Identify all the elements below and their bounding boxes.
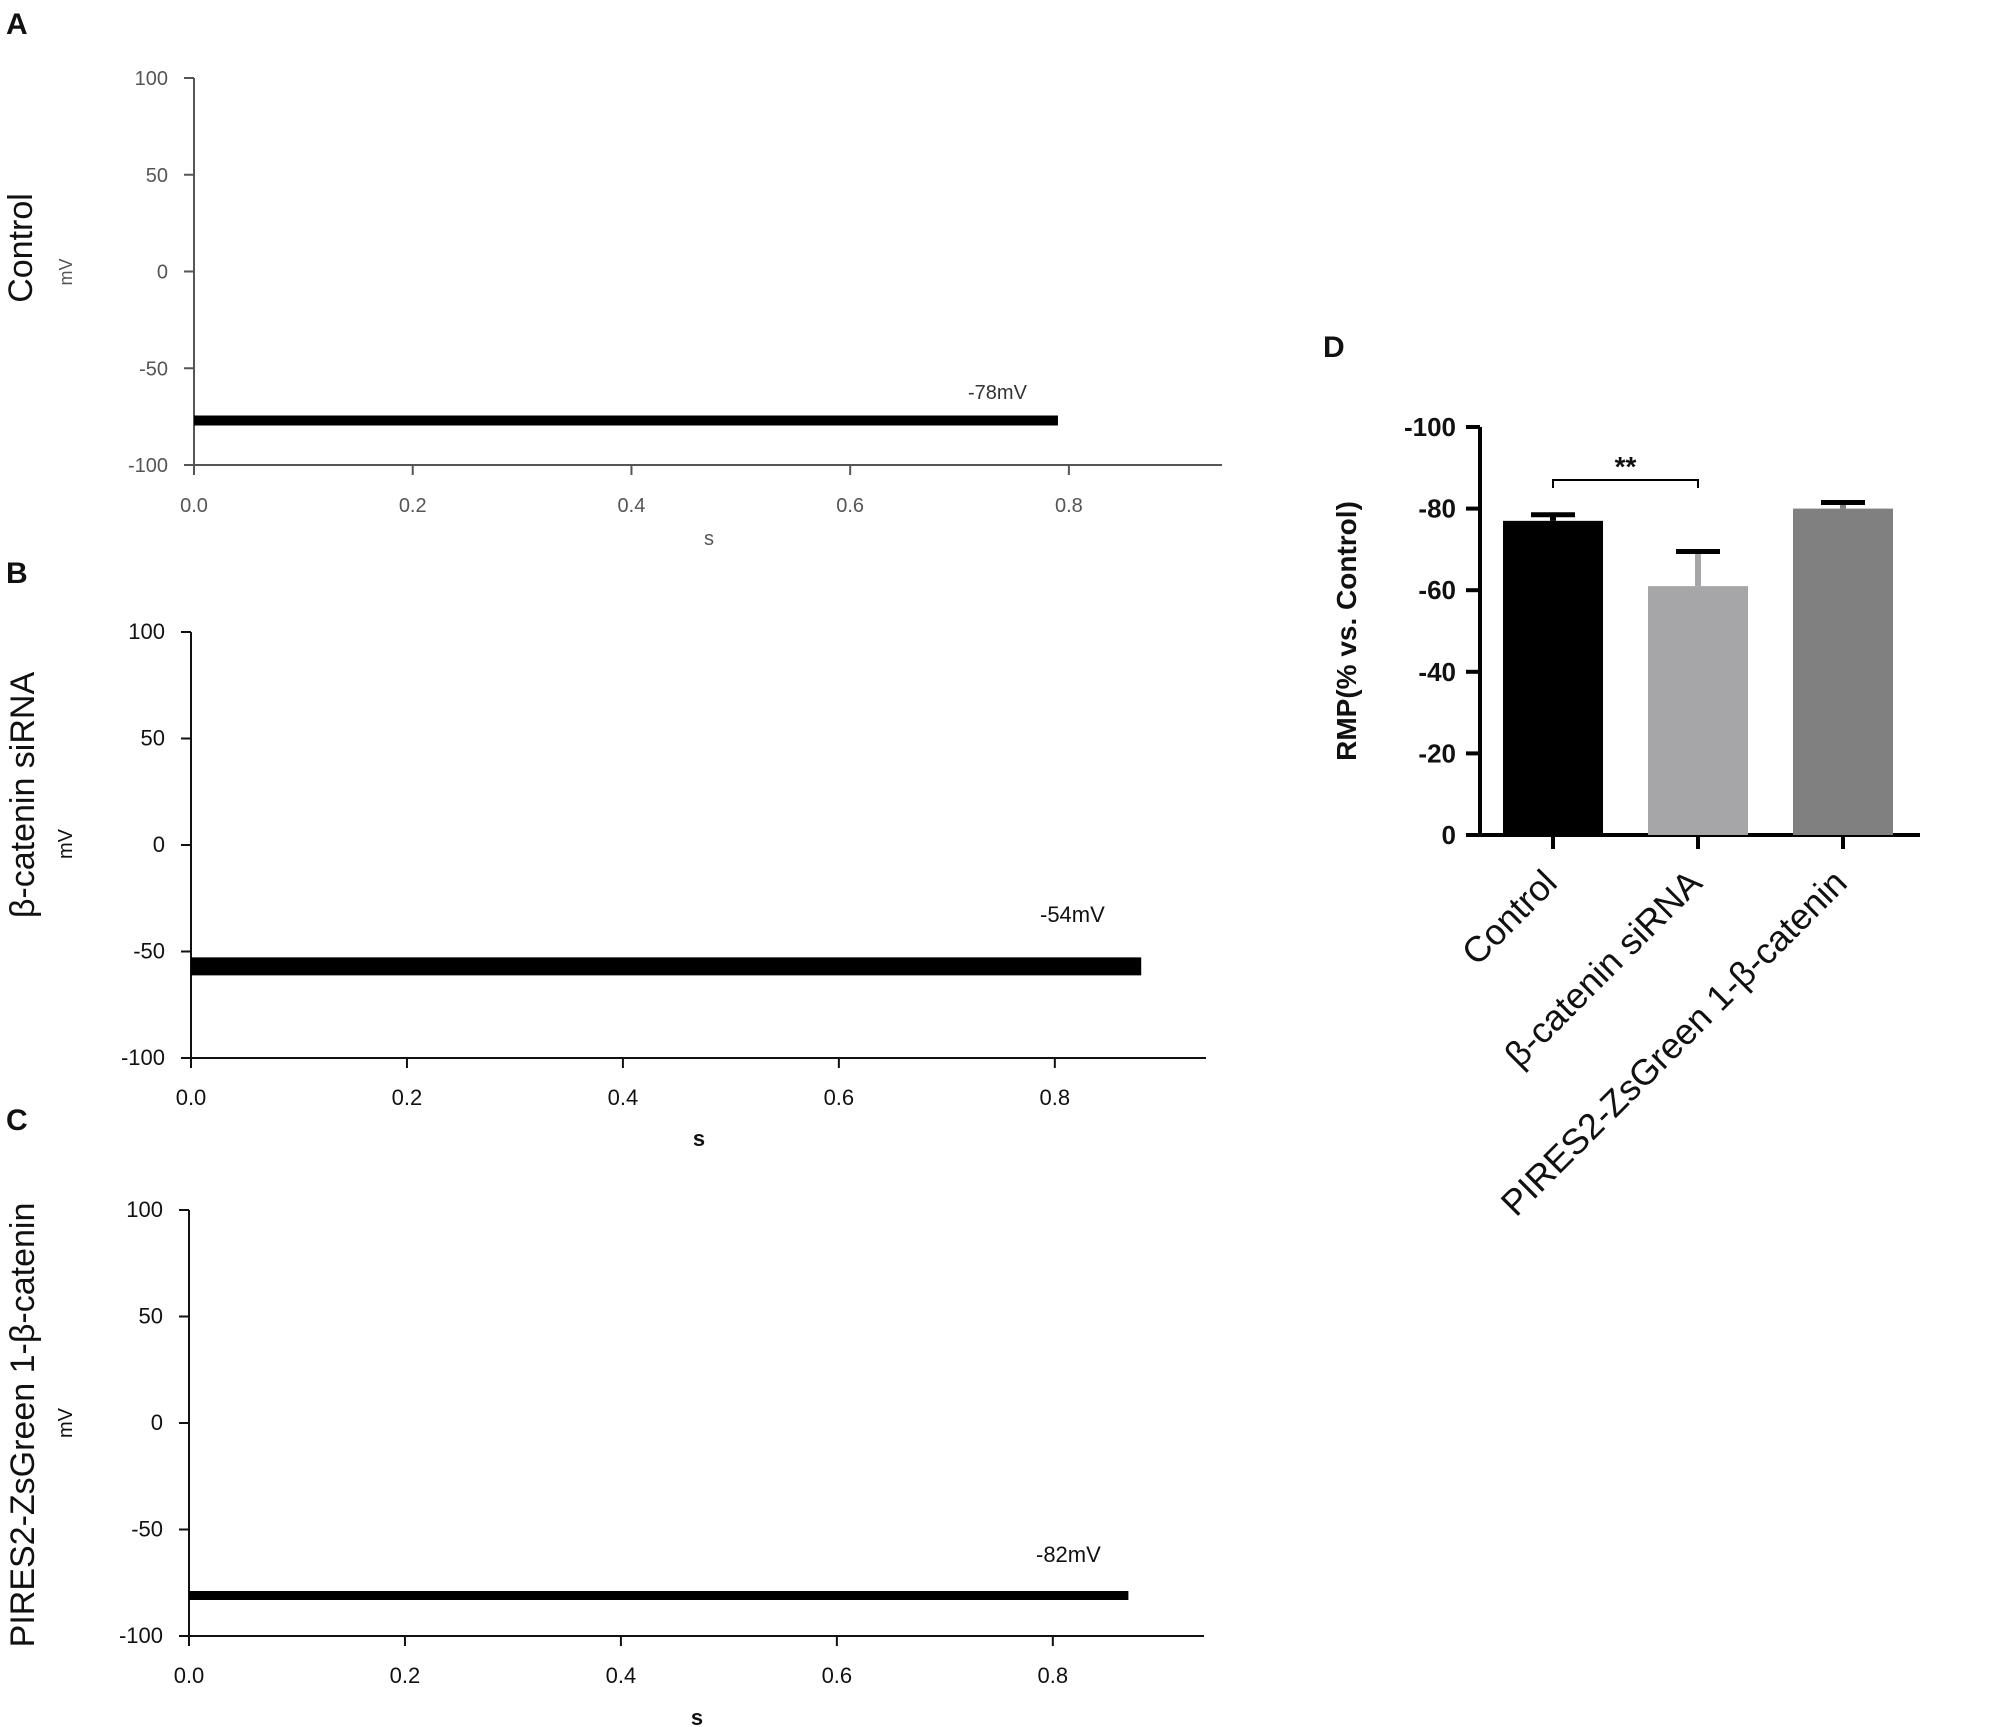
y-tick-label: -100 <box>121 1045 165 1070</box>
x-tick-label: 0.6 <box>836 495 864 517</box>
x-tick-label: 0.0 <box>176 1085 207 1110</box>
y-tick-label: 50 <box>141 726 165 751</box>
x-tick-label: 0.2 <box>392 1085 423 1110</box>
x-category-label: Control <box>1454 862 1565 973</box>
trace-chart-b: mV s 100 50 0 -50 -100 0.0 0.2 0.4 0.6 0.8 -54mV <box>55 619 1206 1151</box>
y-tick-label: 0 <box>1442 820 1456 850</box>
x-ticks: 0.0 0.2 0.4 0.6 0.8 <box>180 465 1083 517</box>
y-tick-label: -40 <box>1418 657 1456 687</box>
y-tick-label: -50 <box>139 358 168 380</box>
y-ticks: 100 50 0 -50 -100 <box>121 619 191 1070</box>
bar <box>1793 508 1893 835</box>
x-tick-label: 0.8 <box>1040 1085 1071 1110</box>
y-tick-label: -80 <box>1418 494 1456 524</box>
y-ticks: 100 50 0 -50 -100 <box>128 68 194 477</box>
x-tick-label: 0.2 <box>399 495 427 517</box>
panel-letter-c: C <box>6 1104 28 1137</box>
y-axis-label: mV <box>56 259 76 286</box>
x-axis-label: s <box>704 528 714 550</box>
x-ticks: 0.0 0.2 0.4 0.6 0.8 <box>176 1058 1070 1110</box>
y-tick-label: 0 <box>151 1410 163 1435</box>
x-tick-label: 0.6 <box>824 1085 855 1110</box>
trace-chart-c: mV s 100 50 0 -50 -100 0.0 0.2 0.4 0.6 0.8 -82mV <box>55 1197 1204 1727</box>
y-ticks: -100 -80 -60 -40 -20 0 <box>1404 412 1480 850</box>
x-tick-label: 0.8 <box>1055 495 1083 517</box>
y-axis-label: RMP(% vs. Control) <box>1331 501 1362 761</box>
row-label-control: Control <box>2 193 40 303</box>
bars <box>1503 499 1893 849</box>
x-tick-label: 0.2 <box>390 1663 421 1688</box>
x-tick-label: 0.4 <box>618 495 646 517</box>
x-tick-label: 0.8 <box>1038 1663 1069 1688</box>
significance-label: ** <box>1615 451 1637 482</box>
x-tick-label: 0.0 <box>180 495 208 517</box>
x-axis-label: s <box>691 1705 703 1727</box>
bar <box>1648 586 1748 835</box>
row-label-catenin-sirna: β-catenin siRNA <box>4 672 42 919</box>
y-tick-label: 0 <box>157 262 168 284</box>
x-tick-label: 0.4 <box>606 1663 637 1688</box>
y-tick-label: -100 <box>119 1623 163 1648</box>
trace-annotation: -54mV <box>1040 902 1105 927</box>
significance-bracket <box>1552 479 1699 488</box>
y-tick-label: 100 <box>128 619 165 644</box>
panel-letter-d: D <box>1323 331 1345 364</box>
x-tick-label: 0.0 <box>174 1663 205 1688</box>
significance: ** <box>1552 451 1699 488</box>
x-tick-label: 0.4 <box>608 1085 639 1110</box>
panel-letter-a: A <box>6 8 28 41</box>
bar-chart-d: RMP(% vs. Control) -100 -80 -60 -40 -20 0 Con… <box>1331 412 1920 1224</box>
y-tick-label: -100 <box>128 455 168 477</box>
y-tick-label: -50 <box>131 1517 163 1542</box>
x-ticks: 0.0 0.2 0.4 0.6 0.8 <box>174 1636 1068 1688</box>
y-tick-label: -100 <box>1404 412 1456 442</box>
bar <box>1503 520 1603 835</box>
y-axis-label: mV <box>55 828 77 859</box>
y-tick-label: 50 <box>146 165 168 187</box>
trace-annotation: -78mV <box>968 382 1028 404</box>
y-ticks: 100 50 0 -50 -100 <box>119 1197 189 1648</box>
y-tick-label: 50 <box>139 1304 163 1329</box>
trace-chart-a: mV s 100 50 0 -50 -100 0.0 0.2 0.4 0.6 0.8 -78mV <box>56 68 1222 550</box>
trace-annotation: -82mV <box>1036 1542 1101 1567</box>
x-tick-label: 0.6 <box>822 1663 853 1688</box>
y-tick-label: 100 <box>126 1197 163 1222</box>
y-tick-label: -60 <box>1418 575 1456 605</box>
y-tick-label: 100 <box>135 68 168 90</box>
y-tick-label: -20 <box>1418 738 1456 768</box>
row-label-pires2: PIRES2-ZsGreen 1-β-catenin <box>4 1203 42 1648</box>
y-tick-label: 0 <box>153 832 165 857</box>
y-tick-label: -50 <box>133 939 165 964</box>
x-axis-label: s <box>693 1126 705 1151</box>
panel-letter-b: B <box>6 557 28 590</box>
y-axis-label: mV <box>55 1407 77 1438</box>
